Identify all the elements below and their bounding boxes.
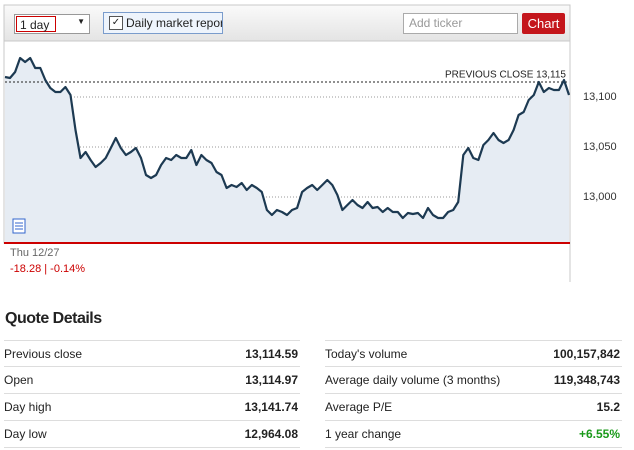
detail-value: 13,114.97 [245,373,298,387]
detail-label: Open [4,373,34,387]
chart-button[interactable]: Chart [522,13,565,34]
plot: PREVIOUS CLOSE 13,115 [4,56,571,243]
detail-row: 1 year change +6.55% [325,421,622,448]
y-tick-label: 13,100 [583,91,617,103]
chart: PREVIOUS CLOSE 13,115 Thu 12/27 -18.28 |… [3,4,617,282]
section-title: Quote Details [5,310,102,327]
y-tick-label: 13,000 [583,191,617,203]
area [5,58,569,243]
detail-row: Average daily volume (3 months) 119,348,7… [325,367,622,394]
detail-row: Open 13,114.97 [4,367,300,394]
detail-label: Day low [4,427,47,441]
y-tick-label: 13,050 [583,141,617,153]
detail-row: Day low 12,964.08 [4,421,300,448]
detail-label: Average daily volume (3 months) [325,373,501,387]
ticker-input[interactable]: Add ticker [403,13,518,34]
detail-row: Day high 13,141.74 [4,394,300,421]
detail-value: 15.2 [596,400,620,414]
detail-row: Previous close 13,114.59 [4,340,300,367]
detail-label: Today's volume [325,347,408,361]
detail-row: Today's volume 100,157,842 [325,340,622,367]
detail-value: +6.55% [578,427,620,441]
line [4,56,571,220]
report-toggle[interactable]: ✓ Daily market report [103,12,223,34]
detail-label: Average P/E [325,400,393,414]
x-label: Thu 12/27 [10,247,60,259]
detail-label: Previous close [4,347,83,361]
detail-label: 1 year change [325,427,402,441]
detail-value: 13,114.59 [245,347,298,361]
reference-label: PREVIOUS CLOSE 13,115 [445,70,566,81]
detail-row: Average P/E 15.2 [325,394,622,421]
detail-label: Day high [4,400,52,414]
range-value: 1 day [16,16,56,32]
checkbox-label: Daily market report [126,16,223,30]
detail-value: 100,157,842 [553,347,620,361]
range-select[interactable]: 1 day ▼ [14,14,90,34]
checkbox[interactable]: ✓ [109,16,123,30]
detail-value: 119,348,743 [553,373,620,387]
detail-value: 13,141.74 [244,400,298,414]
dropdown-arrow: ▼ [77,17,85,26]
detail-value: 12,964.08 [244,427,298,441]
change: -18.28 | -0.14% [10,263,85,275]
